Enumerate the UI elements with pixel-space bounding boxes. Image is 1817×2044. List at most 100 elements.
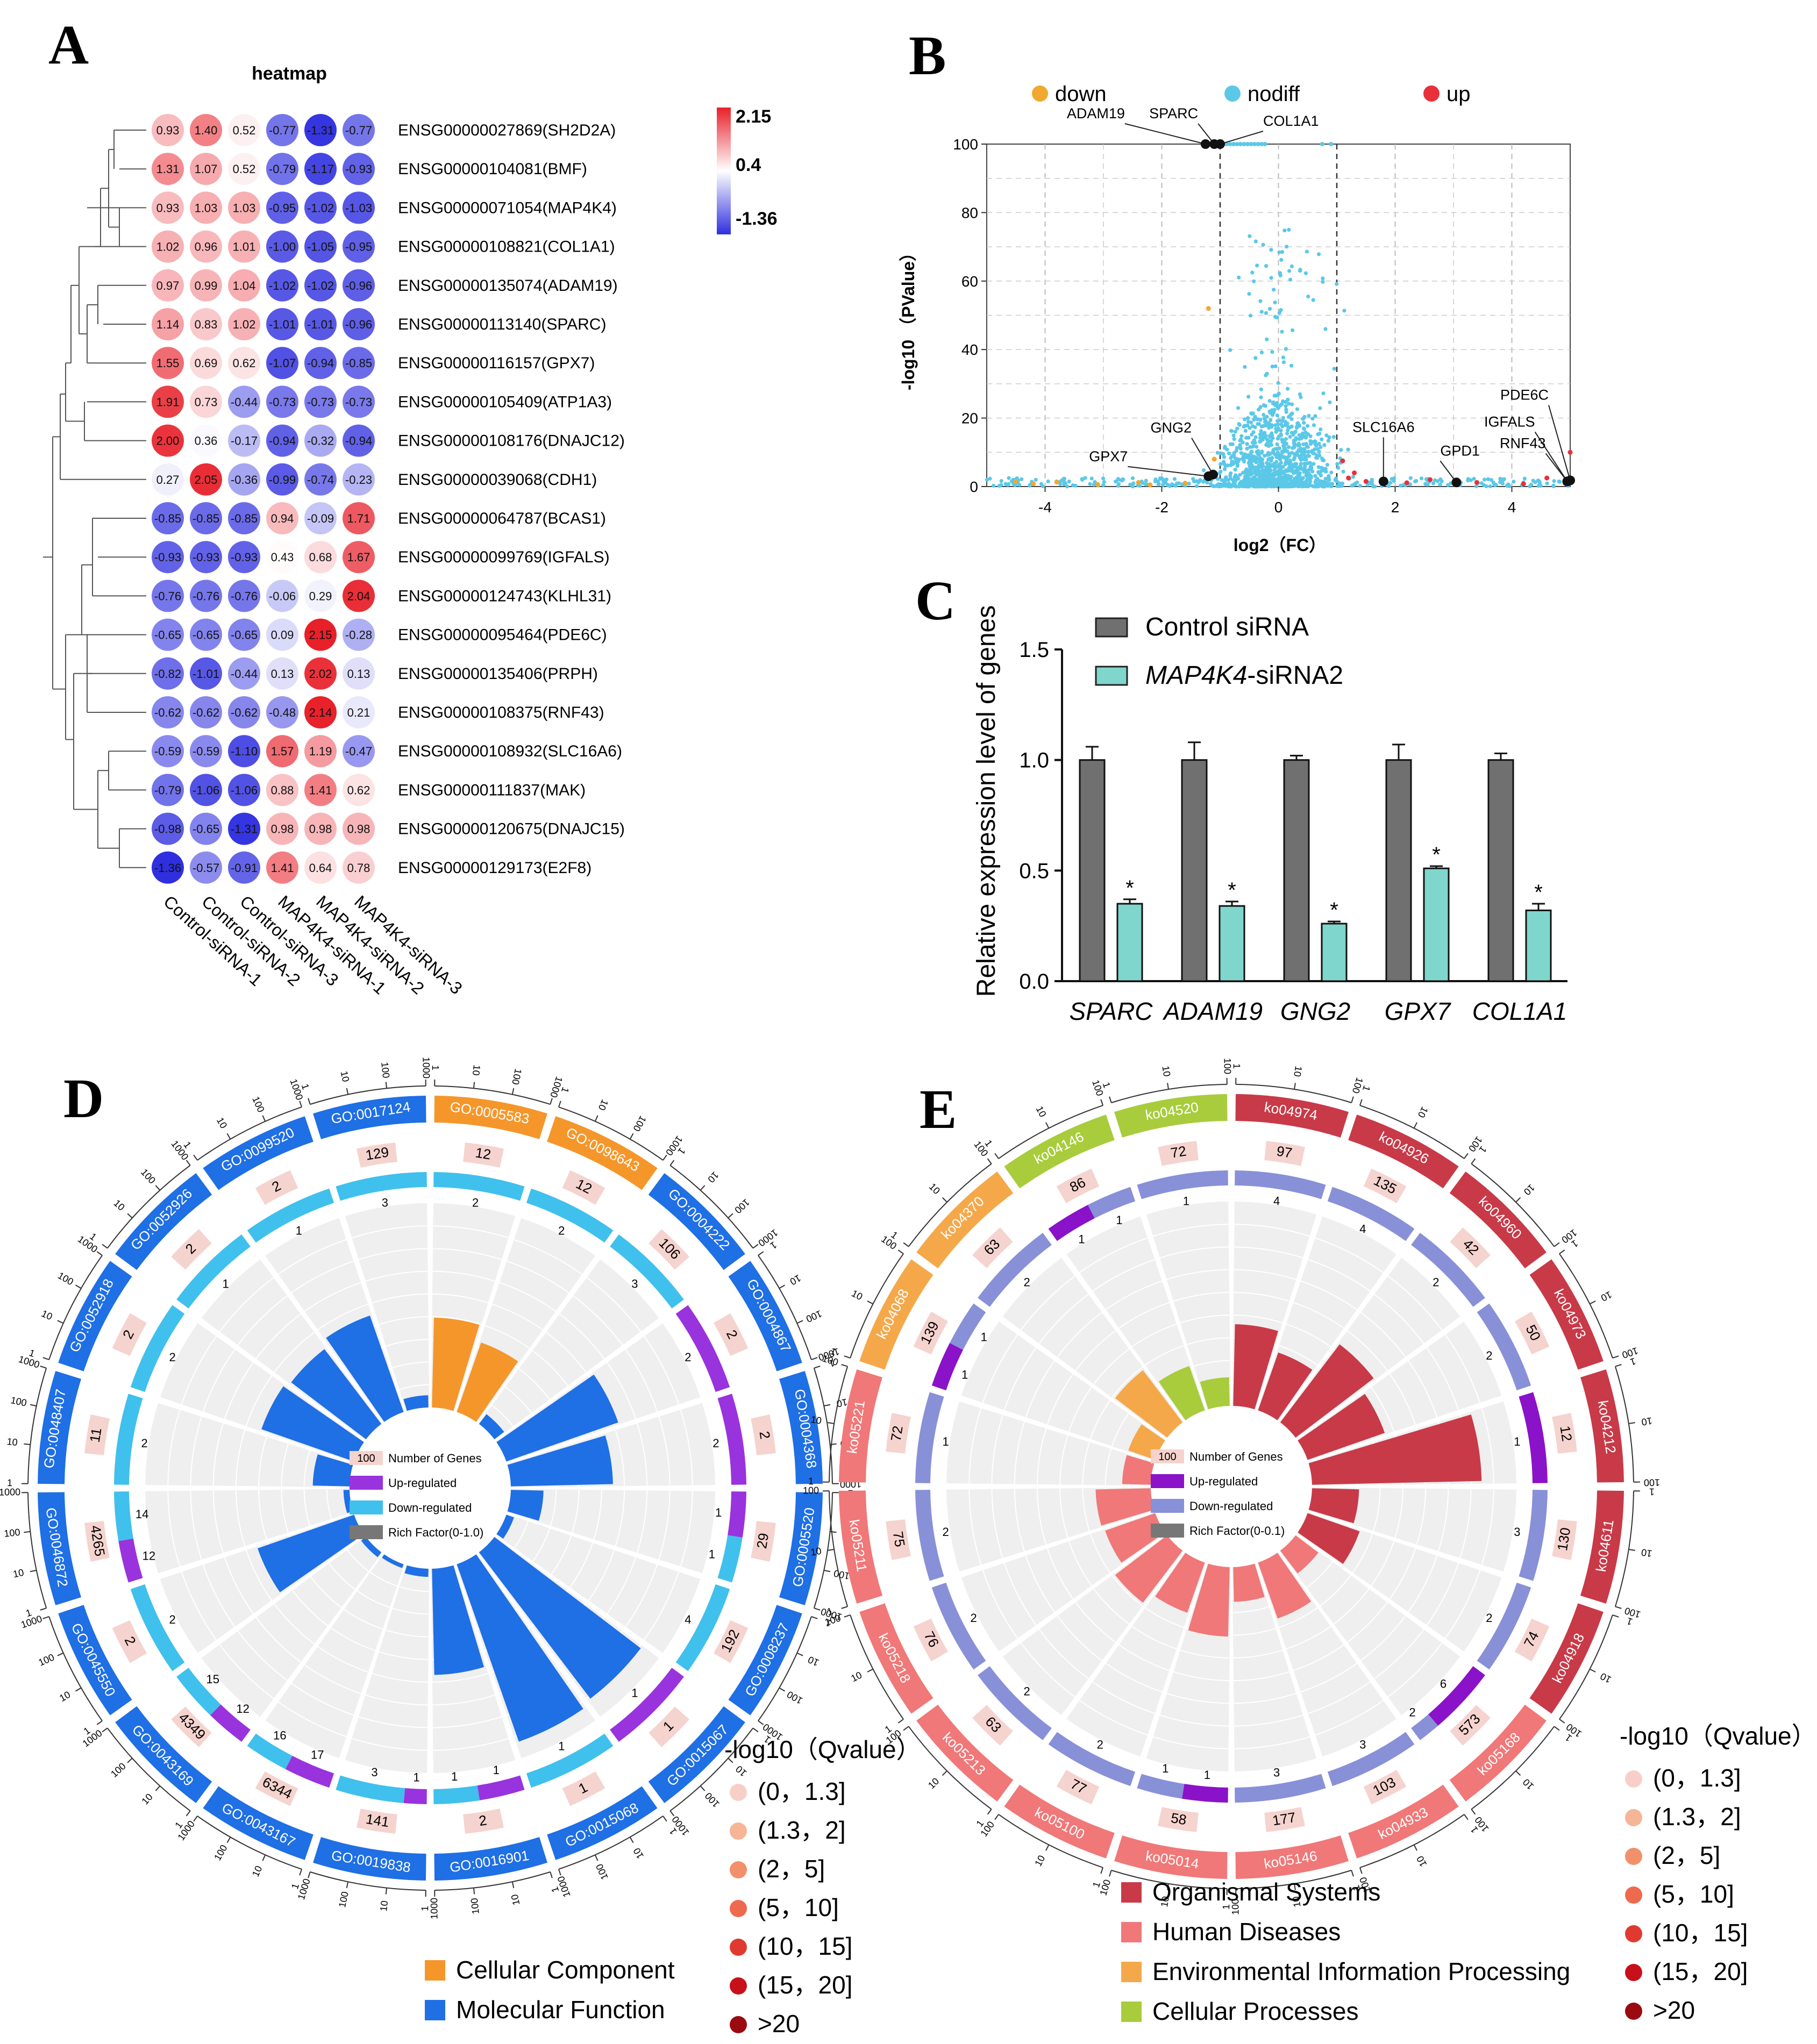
y-tick-label: 0.5 (1019, 859, 1049, 883)
go-circle-chart: 2232211411111317161215212142211312121062… (0, 1057, 861, 1919)
nodiff-point (1158, 476, 1163, 481)
nodiff-point (1319, 469, 1323, 474)
scale-tick (828, 1549, 835, 1551)
nodiff-point (1268, 478, 1272, 483)
nodiff-point (1334, 476, 1338, 481)
heatmap-cell (228, 385, 260, 418)
nodiff-point (1238, 481, 1243, 485)
nodiff-point (1284, 421, 1288, 425)
nodiff-point (1197, 480, 1201, 484)
gene-count-box (357, 1809, 397, 1834)
scale-tick-label: 10 (850, 1288, 864, 1302)
heatmap-cell-value: -1.02 (269, 279, 296, 292)
scale-tick (226, 1836, 231, 1843)
heatmap-cell (228, 657, 260, 690)
gene-count-label: 129 (365, 1144, 390, 1163)
nodiff-point (1233, 467, 1237, 472)
heatmap-cell-value: -0.79 (269, 162, 296, 176)
heatmap-cell-value: 0.73 (195, 395, 218, 409)
down-regulated-segment (1235, 1170, 1326, 1199)
nodiff-point (1252, 418, 1256, 422)
nodiff-point (1234, 460, 1238, 464)
heatmap-row-label: ENSG00000095464(PDE6C) (398, 626, 607, 644)
scale-tick-label: 10 (810, 1414, 822, 1426)
sirna-bar (1525, 909, 1552, 982)
scale-tick (1615, 1364, 1622, 1367)
nodiff-point (1280, 449, 1284, 454)
grid-ring (1082, 1337, 1381, 1636)
nodiff-point (1288, 476, 1293, 481)
nodiff-point (1325, 462, 1330, 467)
nodiff-point (1292, 457, 1296, 462)
qvalue-label: (2，5] (1653, 1841, 1720, 1869)
class-legend-label: Cellular Component (456, 1956, 675, 1984)
qvalue-swatch (730, 1900, 747, 1917)
nodiff-point (1317, 441, 1321, 446)
heatmap-cell-value: 1.67 (347, 551, 370, 564)
rich-factor-bar (496, 1374, 618, 1462)
nodiff-point (1244, 471, 1249, 476)
up-regulated-segment (285, 1755, 334, 1788)
nodiff-point (1306, 424, 1310, 428)
scale-arc (558, 1816, 664, 1870)
nodiff-point (1302, 447, 1307, 452)
volcano-x-label: log2（FC） (1234, 535, 1326, 555)
legend-nodiff-label: nodiff (1248, 82, 1300, 106)
down-count: 1 (981, 1330, 987, 1343)
category-id-band (115, 1173, 212, 1270)
heatmap-cell (343, 424, 375, 457)
nodiff-point (1276, 406, 1280, 410)
gene-count-box (1450, 1705, 1491, 1746)
nodiff-point (1299, 446, 1303, 451)
heatmap-cell (228, 812, 260, 845)
scale-tick-label: 10 (1414, 1854, 1429, 1869)
nodiff-point (1558, 480, 1562, 484)
heatmap-cell-value: 1.57 (271, 745, 294, 758)
heatmap-cell (343, 385, 375, 418)
nodiff-point (1287, 227, 1291, 232)
scale-tick-label: 10 (788, 1273, 803, 1287)
scale-tick (1294, 1083, 1296, 1090)
category-id-band (648, 1173, 745, 1270)
heatmap-cell (190, 424, 222, 457)
nodiff-point (1320, 142, 1324, 146)
heatmap-cell (343, 851, 375, 884)
nodiff-point (1313, 439, 1317, 444)
heatmap-cell-value: 0.69 (195, 356, 218, 370)
nodiff-point (1280, 249, 1285, 254)
heatmap-cell-value: 0.13 (271, 667, 294, 681)
rich-factor-bar (1122, 1455, 1155, 1485)
scale-tick (841, 1364, 848, 1367)
scale-tick (662, 1154, 667, 1161)
scale-tick (796, 1652, 803, 1656)
nodiff-point (1256, 477, 1260, 482)
nodiff-point (1223, 477, 1228, 482)
nodiff-point (1272, 471, 1276, 475)
category-id-band (1529, 1603, 1604, 1714)
background-wedge (961, 1321, 1166, 1461)
qvalue-swatch (1625, 2003, 1642, 2020)
scale-tick (594, 1115, 598, 1122)
heatmap-cell-value: -0.96 (345, 318, 372, 331)
heatmap-cell (304, 502, 337, 534)
qvalue-label: (10，15] (758, 1932, 852, 1960)
nodiff-point (1309, 476, 1313, 480)
nodiff-point (1252, 454, 1257, 459)
scale-tick (1359, 1099, 1363, 1106)
heatmap-cell (266, 735, 298, 768)
nodiff-point (1228, 142, 1232, 146)
nodiff-point (1413, 479, 1417, 484)
nodiff-point (1272, 464, 1277, 469)
x-tick-label: -2 (1155, 499, 1168, 516)
nodiff-point (1253, 435, 1258, 439)
heatmap-cell (152, 463, 184, 496)
heatmap-cell-value: -1.03 (345, 201, 372, 215)
nodiff-point (1317, 449, 1321, 454)
class-legend-swatch (1121, 1922, 1142, 1942)
category-id-band (1348, 1784, 1459, 1859)
heatmap-cell (304, 347, 337, 380)
nodiff-point (1284, 442, 1288, 446)
heatmap-cell-value: -0.85 (345, 356, 372, 370)
heatmap-cell (343, 774, 375, 806)
nodiff-point (1275, 442, 1279, 447)
